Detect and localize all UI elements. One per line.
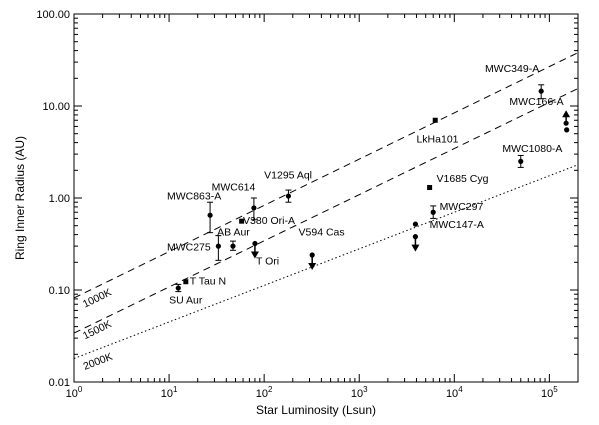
point-label: MWC166-A [509, 96, 563, 108]
data-point [175, 285, 181, 291]
point-label: MWC275 [167, 241, 211, 253]
data-point [215, 243, 221, 249]
point-label: MWC1080-A [502, 143, 562, 155]
point-label: SU Aur [169, 295, 203, 307]
data-point [427, 185, 433, 191]
y-tick-label: 100.00 [36, 9, 70, 21]
line-label-1000K: 1000K [81, 286, 114, 310]
data-point [309, 252, 315, 258]
y-tick-label: 0.01 [49, 377, 70, 389]
line-2000K [73, 164, 579, 359]
upper-limit-arrow [250, 251, 259, 259]
x-tick-label: 100 [66, 385, 83, 400]
y-axis-title: Ring Inner Radius (AU) [13, 136, 27, 260]
data-point [230, 243, 236, 249]
data-point [563, 120, 569, 126]
data-point [207, 212, 213, 218]
x-tick-label: 105 [541, 385, 558, 400]
data-points [175, 84, 571, 293]
point-label: MWC349-A [485, 63, 539, 75]
point-label: MWC297 [440, 201, 484, 213]
data-point [432, 117, 438, 123]
point-label: V1685 Cyg [437, 173, 489, 185]
reference-lines [73, 52, 579, 359]
x-tick-label: 104 [446, 385, 463, 400]
lower-limit-arrow [562, 110, 571, 118]
data-point [412, 234, 419, 240]
y-tick-label: 10.00 [42, 101, 70, 113]
data-point [183, 279, 189, 285]
data-point [251, 205, 257, 211]
point-label: MWC147-A [430, 219, 484, 231]
line-1500K [73, 88, 579, 334]
data-point [239, 218, 245, 224]
axes: 100 101 102 103 104 105 0.01 0.10 1.00 10.00 100.0… [36, 9, 579, 400]
point-label: T Ori [256, 255, 279, 267]
point-label: MWC614 [212, 182, 256, 194]
point-label: V1295 Aql [264, 170, 312, 182]
point-label: V380 Ori-A [243, 215, 295, 227]
point-label: V594 Cas [299, 227, 345, 239]
data-point [430, 209, 436, 215]
point-label: AB Aur [217, 227, 250, 239]
x-tick-label: 103 [351, 385, 368, 400]
data-point [252, 240, 258, 247]
point-label: LkHa101 [416, 134, 458, 146]
upper-limit-arrow [411, 244, 420, 252]
data-point [538, 88, 544, 94]
y-tick-label: 1.00 [49, 193, 70, 205]
line-1000K [73, 52, 579, 299]
point-label: T Tau N [190, 275, 226, 287]
data-point [518, 158, 524, 164]
data-point [285, 193, 292, 199]
data-point [412, 221, 419, 227]
x-tick-label: 102 [256, 385, 273, 400]
y-tick-label: 0.10 [49, 285, 70, 297]
x-axis-title: Star Luminosity (Lsun) [256, 403, 376, 417]
x-tick-label: 101 [161, 385, 178, 400]
upper-limit-arrow [308, 263, 317, 271]
point-label: MWC863-A [167, 191, 221, 203]
data-point [564, 127, 570, 133]
